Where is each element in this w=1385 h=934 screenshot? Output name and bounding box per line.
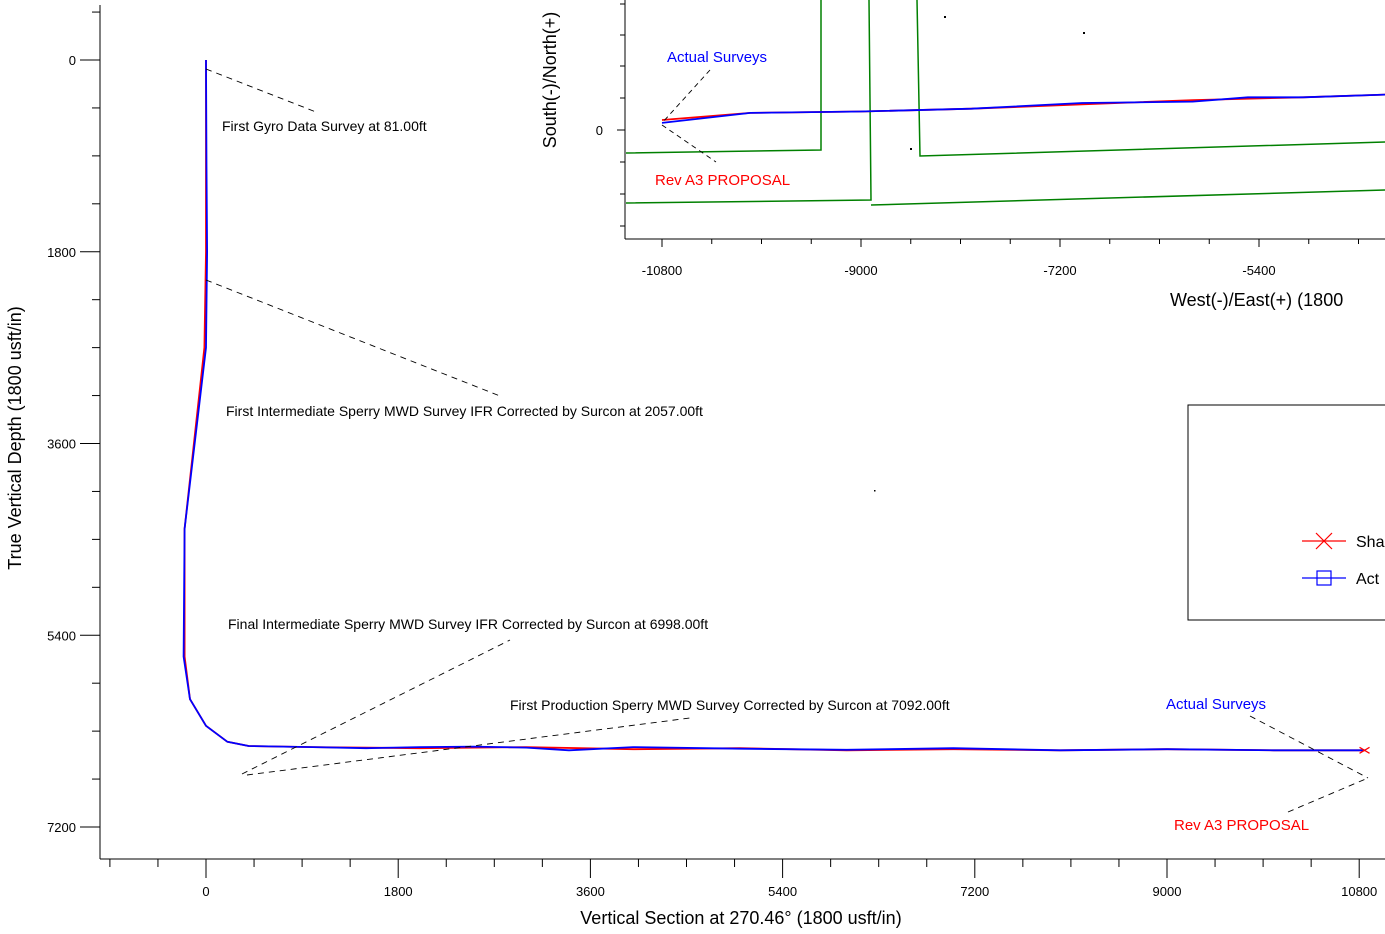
inset-proposal-leader bbox=[661, 124, 717, 163]
annotation-first-production: First Production Sperry MWD Survey Corre… bbox=[510, 697, 950, 713]
main-y-ticks: 0 1800 3600 5400 7200 bbox=[47, 11, 100, 835]
annotation-final-intermediate-leader bbox=[241, 639, 511, 775]
main-section-view: 0 1800 3600 5400 7200 0 1800 3600 5400 7200 9000 1… bbox=[5, 5, 1385, 928]
main-y-tick-label: 5400 bbox=[47, 628, 76, 643]
stray-dot bbox=[874, 490, 876, 492]
inset-stray-dots bbox=[910, 16, 1085, 150]
annotation-first-production-leader bbox=[246, 717, 691, 776]
main-y-axis-title: True Vertical Depth (1800 usft/in) bbox=[5, 306, 25, 569]
main-x-tick-label: 5400 bbox=[768, 884, 797, 899]
annotation-first-intermediate-leader bbox=[205, 279, 501, 397]
main-x-tick-label: 0 bbox=[202, 884, 209, 899]
end-marker-proposal-2 bbox=[1359, 746, 1370, 754]
inset-actual-leader bbox=[661, 69, 711, 124]
main-x-tick-label: 1800 bbox=[384, 884, 413, 899]
legend-item-actual: Act bbox=[1302, 570, 1380, 588]
inset-y-axis bbox=[617, 0, 626, 239]
main-y-tick-label: 0 bbox=[69, 53, 76, 68]
inset-x-axis-title: West(-)/East(+) (1800 bbox=[1170, 290, 1343, 310]
main-proposal-label: Rev A3 PROPOSAL bbox=[1174, 817, 1309, 834]
inset-x-tick-label: -9000 bbox=[844, 263, 877, 278]
inset-x-tick-label: -5400 bbox=[1242, 263, 1275, 278]
inset-y-axis-title: South(-)/North(+) bbox=[540, 12, 560, 149]
inset-plan-view: -10800 -9000 -7200 -5400 0 South(-)/North(+… bbox=[540, 0, 1385, 310]
inset-x-ticks: -10800 -9000 -7200 -5400 bbox=[642, 239, 1359, 278]
main-x-tick-label: 9000 bbox=[1153, 884, 1182, 899]
inset-actual-surveys-label: Actual Surveys bbox=[667, 49, 767, 66]
main-x-tick-label: 7200 bbox=[960, 884, 989, 899]
series-line-actual bbox=[182, 59, 1365, 752]
legend-item-shape: Sha bbox=[1302, 532, 1385, 551]
inset-series-line-actual bbox=[661, 93, 1385, 124]
main-plot-area bbox=[182, 59, 1370, 754]
legend-label-act: Act bbox=[1356, 571, 1380, 588]
inset-series-line-proposal bbox=[661, 93, 1385, 121]
annotation-first-gyro: First Gyro Data Survey at 81.00ft bbox=[222, 118, 427, 134]
legend-box bbox=[1187, 404, 1385, 621]
main-x-ticks: 0 1800 3600 5400 7200 9000 10800 bbox=[109, 859, 1377, 899]
inset-x-tick-label: -7200 bbox=[1043, 263, 1076, 278]
main-x-tick-label: 3600 bbox=[576, 884, 605, 899]
inset-proposal-label: Rev A3 PROPOSAL bbox=[655, 172, 790, 189]
inset-y-tick-label: 0 bbox=[596, 123, 603, 138]
annotation-first-gyro-leader bbox=[205, 68, 317, 113]
annotation-first-intermediate: First Intermediate Sperry MWD Survey IFR… bbox=[226, 403, 703, 419]
annotation-final-intermediate: Final Intermediate Sperry MWD Survey IFR… bbox=[228, 616, 708, 632]
main-x-tick-label: 10800 bbox=[1341, 884, 1377, 899]
inset-plot-area bbox=[661, 93, 1385, 124]
legend: Sha Act bbox=[1187, 404, 1385, 621]
main-y-tick-label: 3600 bbox=[47, 437, 76, 452]
main-x-axis-title: Vertical Section at 270.46° (1800 usft/i… bbox=[580, 908, 901, 928]
lease-boundary-lines bbox=[625, 0, 1385, 206]
legend-label-sha: Sha bbox=[1356, 534, 1385, 551]
inset-x-tick-label: -10800 bbox=[642, 263, 682, 278]
main-y-tick-label: 1800 bbox=[47, 245, 76, 260]
square-marker-icon bbox=[1316, 570, 1332, 586]
main-proposal-leader bbox=[1287, 777, 1369, 813]
main-y-tick-label: 7200 bbox=[47, 820, 76, 835]
main-actual-surveys-label: Actual Surveys bbox=[1166, 696, 1266, 713]
main-actual-leader bbox=[1249, 715, 1369, 779]
